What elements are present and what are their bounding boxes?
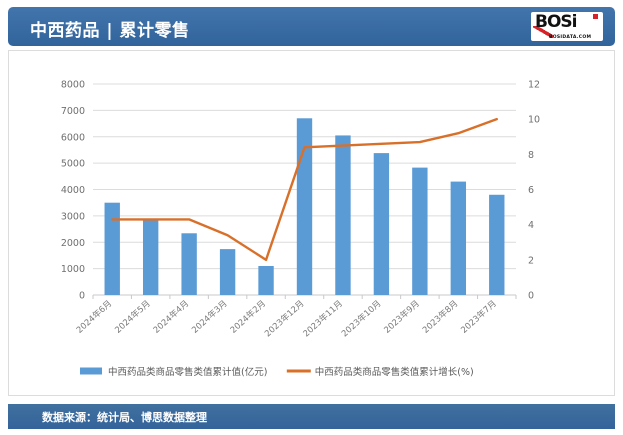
data-source-text: 数据来源：统计局、博思数据整理 xyxy=(42,411,207,424)
page-title: 中西药品 | 累计零售 xyxy=(30,21,190,41)
bosi-logo: BOSi BOSIDATA.COM xyxy=(531,12,603,41)
page-footer: 数据来源：统计局、博思数据整理 xyxy=(8,404,615,429)
logo-dot-icon xyxy=(593,14,598,19)
logo-slash-icon xyxy=(533,26,553,38)
logo-subtext: BOSIDATA.COM xyxy=(549,35,592,40)
page-header: 中西药品 | 累计零售 BOSi BOSIDATA.COM xyxy=(8,7,615,46)
logo-text: BOSi xyxy=(535,12,577,32)
chart-panel xyxy=(8,50,615,396)
